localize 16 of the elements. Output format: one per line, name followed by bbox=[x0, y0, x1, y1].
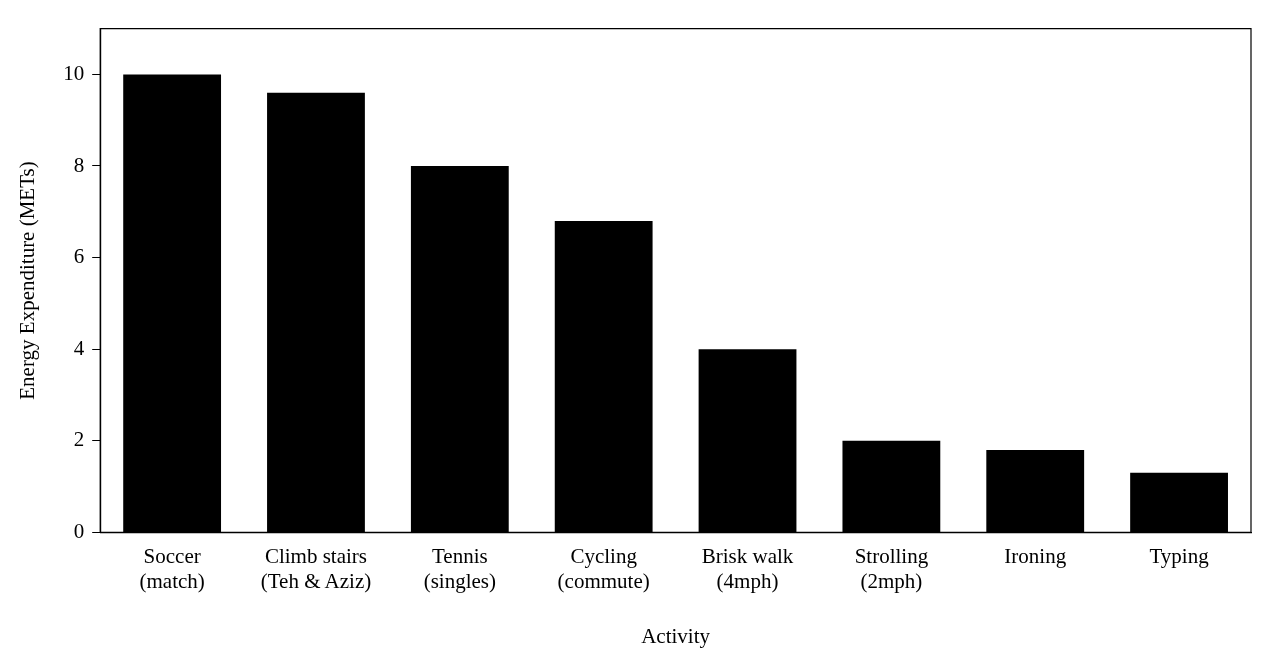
x-tick-label: Strolling (2mph) bbox=[854, 543, 929, 593]
x-tick-label: Climb stairs (Teh & Aziz) bbox=[260, 543, 372, 593]
x-axis-title: Activity bbox=[641, 623, 711, 648]
x-tick-label: Tennis (singles) bbox=[423, 543, 496, 593]
y-tick-label: 8 bbox=[73, 152, 85, 177]
y-tick-label: 4 bbox=[73, 335, 85, 360]
x-tick-label: Typing bbox=[1149, 543, 1210, 568]
y-tick-label: 2 bbox=[73, 427, 85, 452]
y-tick-label: 0 bbox=[73, 518, 85, 543]
x-tick-label: Cycling (commute) bbox=[557, 543, 650, 593]
x-tick-label: Soccer (match) bbox=[139, 543, 205, 593]
y-tick-label: 10 bbox=[63, 60, 85, 85]
x-tick-label: Brisk walk (4mph) bbox=[701, 543, 794, 593]
x-tick-label: Ironing bbox=[1004, 543, 1067, 568]
y-axis-title: Energy Expenditure (METs) bbox=[15, 161, 40, 400]
y-tick-label: 6 bbox=[73, 244, 85, 269]
